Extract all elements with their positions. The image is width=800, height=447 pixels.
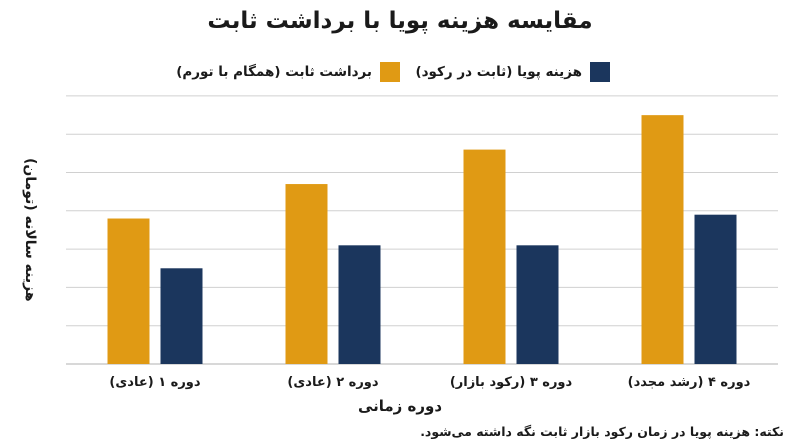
bar-fixed-1 (107, 218, 150, 364)
legend-swatch-fixed (380, 62, 400, 82)
bar-dynamic-4 (694, 214, 737, 364)
x-tick-label: دوره ۱ (عادی) (109, 375, 200, 390)
bar-dynamic-1 (160, 268, 203, 364)
chart-legend: برداشت ثابت (همگام با تورم) هزینه پویا (… (0, 60, 800, 84)
legend-item-dynamic: هزینه پویا (ثابت در رکود) (415, 60, 610, 84)
bar-fixed-2 (285, 184, 328, 364)
x-tick-label: دوره ۲ (عادی) (287, 375, 378, 390)
legend-item-fixed: برداشت ثابت (همگام با تورم) (176, 60, 400, 84)
bar-fixed-3 (463, 149, 506, 364)
x-tick-label: دوره ۴ (رشد مجدد) (628, 375, 751, 390)
x-axis-label: دوره زمانی (357, 397, 443, 415)
bar-dynamic-3 (516, 245, 559, 364)
footnote: نکته: هزینه پویا در زمان رکود بازار ثابت… (420, 424, 784, 439)
bar-dynamic-2 (338, 245, 381, 364)
chart-title: مقایسه هزینه پویا با برداشت ثابت (207, 8, 593, 34)
legend-label-fixed: برداشت ثابت (همگام با تورم) (176, 64, 372, 80)
y-axis-label: هزینه سالانه (تومان) (22, 158, 38, 302)
legend-swatch-dynamic (590, 62, 610, 82)
bar-fixed-4 (641, 115, 684, 365)
legend-label-dynamic: هزینه پویا (ثابت در رکود) (415, 64, 582, 80)
x-tick-label: دوره ۳ (رکود بازار) (450, 375, 573, 390)
